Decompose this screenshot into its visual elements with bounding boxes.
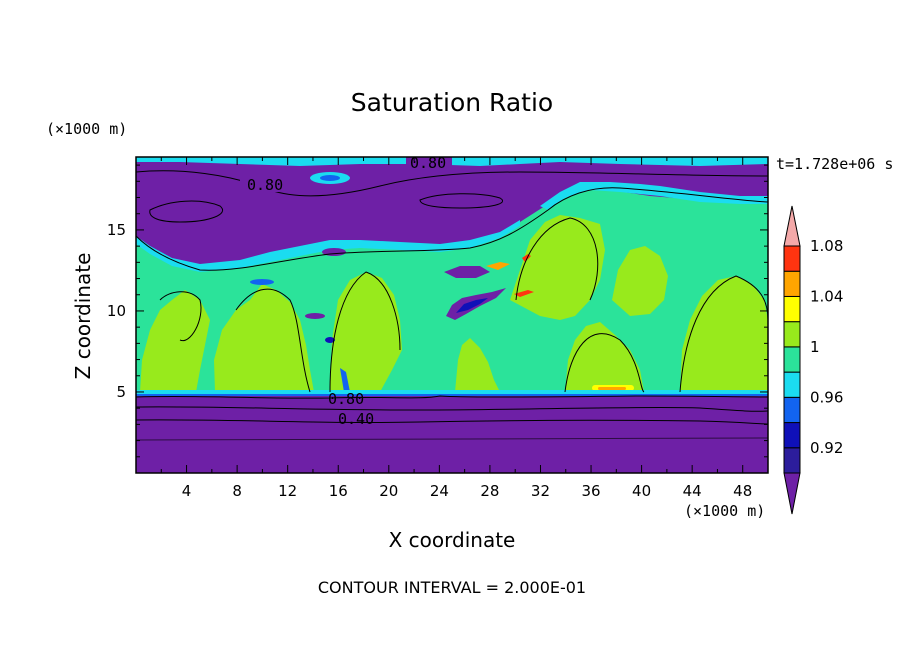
colorbar-swatch <box>783 245 801 272</box>
x-tick-label: 16 <box>329 482 348 500</box>
colorbar-swatch <box>783 371 801 398</box>
colorbar-swatch <box>783 396 801 424</box>
blue-intrusion-center <box>456 298 488 313</box>
y-tick-label: 10 <box>107 302 126 320</box>
lower-edge-blue <box>136 394 768 396</box>
x-tick-label: 28 <box>480 482 499 500</box>
x-tick-label: 32 <box>531 482 550 500</box>
chart-title: Saturation Ratio <box>351 88 553 117</box>
colorbar-label: 1 <box>810 338 820 356</box>
green-patch-g <box>612 246 668 316</box>
x-tick-label: 20 <box>379 482 398 500</box>
green-patch-d <box>455 338 500 392</box>
green-patch-e <box>510 215 605 320</box>
colorbar-swatch <box>783 270 801 297</box>
plot-area: 0.80 0.80 0.80 0.40 <box>136 154 768 473</box>
lower-edge-cyan <box>136 390 768 394</box>
x-unit-label: (×1000 m) <box>684 502 765 520</box>
y-axis-ticks: 5 10 15 <box>107 164 768 458</box>
colorbar-swatch <box>783 295 801 323</box>
contour-label: 0.80 <box>328 390 364 408</box>
x-tick-label: 44 <box>683 482 702 500</box>
x-tick-label: 8 <box>232 482 242 500</box>
blue-top-spot <box>320 175 340 181</box>
colorbar-label: 0.92 <box>810 439 843 457</box>
x-tick-label: 24 <box>430 482 449 500</box>
green-patch-f <box>565 322 644 392</box>
x-tick-label: 12 <box>278 482 297 500</box>
contour-label: 0.80 <box>247 176 283 194</box>
cyan-fringe-left <box>136 220 520 272</box>
colorbar-label: 1.04 <box>810 287 843 305</box>
colorbar-swatch <box>783 346 801 373</box>
contour-interval-footer: CONTOUR INTERVAL = 2.000E-01 <box>318 578 586 597</box>
contour-label: 0.80 <box>410 154 446 172</box>
colorbar-swatch <box>783 447 801 474</box>
dry-spot-c <box>305 313 325 319</box>
colorbar-under-triangle <box>783 472 801 515</box>
colorbar-label: 0.96 <box>810 388 843 406</box>
green-patch-c <box>330 272 402 392</box>
colorbar: 1.08 1.04 1 0.96 0.92 <box>783 205 843 515</box>
colorbar-swatch <box>783 321 801 348</box>
colorbar-over-triangle <box>783 205 801 247</box>
time-label: t=1.728e+06 s <box>776 155 893 173</box>
contour-label-group: 0.80 0.80 0.80 0.40 <box>240 154 452 428</box>
dry-spot-d <box>325 337 335 343</box>
green-patch-h <box>680 276 768 392</box>
orange-streak-bottom <box>598 387 626 390</box>
y-unit-label: (×1000 m) <box>46 120 127 138</box>
x-tick-label: 48 <box>733 482 752 500</box>
dry-spot-b <box>250 279 274 285</box>
y-tick-label: 15 <box>107 221 126 239</box>
contour-label: 0.40 <box>338 410 374 428</box>
y-axis-label: Z coordinate <box>71 253 95 380</box>
lower-dry-layer <box>136 396 768 473</box>
x-tick-label: 4 <box>182 482 192 500</box>
colorbar-label: 1.08 <box>810 237 843 255</box>
plot-frame <box>135 156 769 474</box>
green-patch-b <box>214 284 314 392</box>
orange-streak-upper <box>486 262 510 270</box>
colorbar-swatch <box>783 422 801 449</box>
x-tick-label: 36 <box>581 482 600 500</box>
red-streak-upper-b <box>522 254 531 262</box>
green-patch-a <box>140 290 210 392</box>
red-streak-upper <box>514 290 534 297</box>
x-axis-ticks: 4 8 12 16 20 24 28 32 36 40 44 48 <box>160 157 769 500</box>
contour-lines <box>136 170 768 441</box>
y-tick-label: 5 <box>116 383 126 401</box>
blue-streak-left <box>340 368 350 392</box>
x-tick-label: 40 <box>632 482 651 500</box>
x-axis-label: X coordinate <box>389 528 516 552</box>
dry-intrusion-upper <box>444 266 490 278</box>
